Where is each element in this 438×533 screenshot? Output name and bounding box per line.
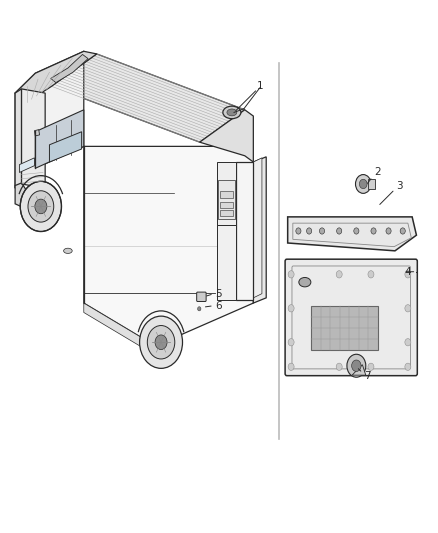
Circle shape	[35, 199, 47, 214]
Polygon shape	[352, 365, 366, 375]
Bar	[220, 209, 233, 216]
Circle shape	[198, 306, 201, 311]
Circle shape	[336, 363, 342, 370]
Text: 6: 6	[215, 301, 223, 311]
Ellipse shape	[64, 248, 72, 254]
Circle shape	[307, 228, 312, 234]
Circle shape	[147, 326, 175, 359]
FancyBboxPatch shape	[285, 259, 417, 376]
Circle shape	[337, 228, 342, 234]
Circle shape	[288, 305, 294, 312]
Circle shape	[356, 175, 371, 193]
Circle shape	[386, 228, 391, 234]
Polygon shape	[84, 303, 155, 356]
Text: 2: 2	[374, 167, 381, 177]
Polygon shape	[236, 162, 253, 301]
Circle shape	[405, 305, 411, 312]
Circle shape	[405, 363, 411, 370]
Polygon shape	[368, 179, 375, 189]
Polygon shape	[253, 158, 262, 298]
Text: 5: 5	[215, 289, 223, 298]
Polygon shape	[49, 132, 81, 162]
Circle shape	[368, 363, 374, 370]
Polygon shape	[253, 157, 266, 303]
Bar	[220, 191, 233, 198]
Polygon shape	[35, 110, 84, 168]
Polygon shape	[15, 51, 84, 188]
Polygon shape	[217, 225, 236, 301]
Circle shape	[354, 228, 359, 234]
Polygon shape	[52, 54, 245, 142]
Polygon shape	[19, 158, 35, 173]
Circle shape	[288, 338, 294, 346]
Circle shape	[400, 228, 405, 234]
Circle shape	[28, 191, 54, 222]
Circle shape	[352, 360, 361, 372]
Circle shape	[336, 271, 342, 278]
Polygon shape	[21, 89, 45, 188]
Bar	[220, 201, 233, 208]
Circle shape	[296, 228, 301, 234]
Polygon shape	[217, 162, 236, 225]
FancyBboxPatch shape	[197, 292, 206, 302]
Polygon shape	[218, 180, 235, 220]
Polygon shape	[15, 89, 21, 188]
Circle shape	[319, 228, 325, 234]
Text: 7: 7	[364, 371, 371, 381]
Text: 3: 3	[396, 181, 403, 190]
Circle shape	[371, 228, 376, 234]
Bar	[311, 306, 378, 350]
Text: 4: 4	[405, 266, 411, 277]
Circle shape	[155, 335, 167, 350]
Circle shape	[405, 338, 411, 346]
Circle shape	[140, 316, 183, 368]
Circle shape	[359, 179, 367, 189]
Text: 1: 1	[257, 82, 263, 91]
Circle shape	[405, 271, 411, 278]
Ellipse shape	[299, 278, 311, 287]
Polygon shape	[84, 147, 253, 346]
Polygon shape	[35, 130, 39, 136]
Polygon shape	[15, 183, 27, 209]
Polygon shape	[21, 51, 97, 115]
Circle shape	[288, 363, 294, 370]
Polygon shape	[51, 54, 88, 83]
Ellipse shape	[223, 106, 241, 119]
Circle shape	[347, 354, 366, 377]
Polygon shape	[288, 217, 417, 251]
Circle shape	[20, 181, 61, 231]
Circle shape	[288, 271, 294, 278]
Circle shape	[368, 271, 374, 278]
Polygon shape	[15, 51, 97, 106]
Ellipse shape	[227, 109, 237, 116]
Polygon shape	[200, 110, 253, 162]
